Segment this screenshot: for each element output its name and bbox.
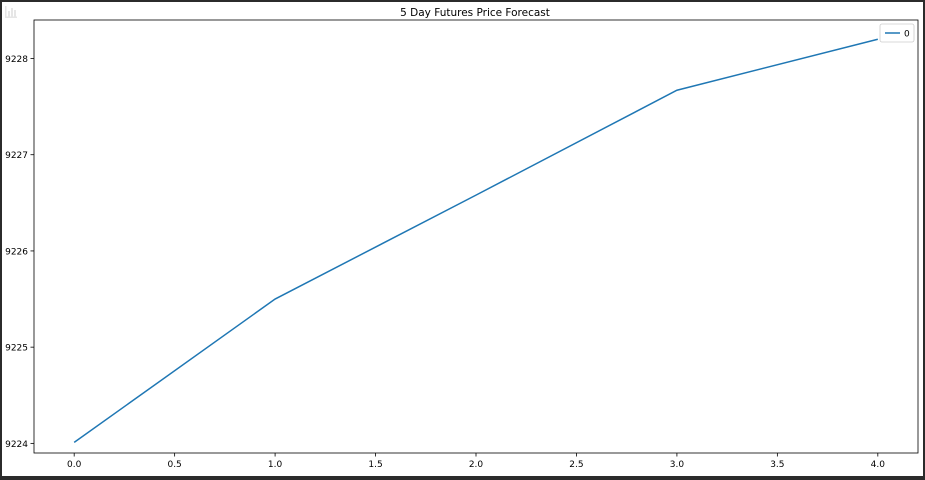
x-tick-label: 3.5: [770, 460, 784, 470]
x-tick-label: 0.0: [67, 460, 82, 470]
x-axis-ticks: 0.0 0.5 1.0 1.5 2.0 2.5 3.0 3.5 4.0: [67, 453, 885, 470]
y-tick-label: 9227: [5, 151, 28, 161]
plot-area: [33, 19, 919, 454]
x-tick-label: 1.5: [368, 460, 382, 470]
y-tick-label: 9224: [5, 440, 28, 450]
series-line-0: [73, 38, 879, 444]
y-tick-label: 9225: [5, 344, 28, 354]
y-tick-label: 9226: [5, 247, 28, 257]
x-tick-label: 2.5: [569, 460, 583, 470]
y-axis-ticks: 9224 9225 9226 9227 9228: [5, 55, 34, 450]
x-tick-label: 3.0: [670, 460, 685, 470]
x-tick-label: 0.5: [167, 460, 181, 470]
x-tick-label: 1.0: [268, 460, 283, 470]
legend[interactable]: 0: [879, 23, 915, 43]
series-layer: [73, 38, 879, 444]
x-tick-label: 2.0: [469, 460, 484, 470]
y-tick-label: 9228: [5, 55, 28, 65]
bar-chart-icon[interactable]: [4, 5, 18, 19]
legend-label: 0: [904, 30, 910, 40]
chart-title: 5 Day Futures Price Forecast: [400, 7, 550, 19]
x-tick-label: 4.0: [871, 460, 886, 470]
